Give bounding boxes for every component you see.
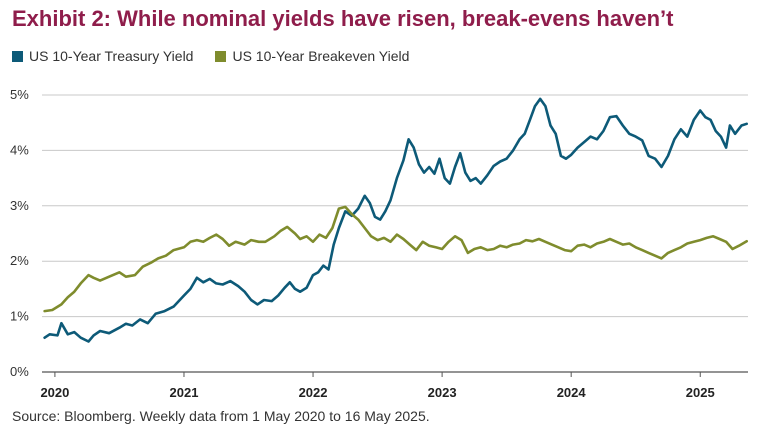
series-line-breakeven (43, 205, 748, 313)
y-tick-label: 4% (10, 142, 29, 157)
legend-swatch-treasury (12, 50, 23, 62)
legend-label-treasury: US 10-Year Treasury Yield (29, 48, 194, 64)
source-note: Source: Bloomberg. Weekly data from 1 Ma… (12, 408, 430, 424)
series-line-treasury (43, 97, 748, 343)
y-tick-label: 0% (10, 364, 29, 379)
x-tick-label: 2022 (299, 385, 328, 400)
line-chart: 0% 1% 2% 3% 4% 5% 2020 2021 2022 2023 2024 2025 (10, 87, 748, 400)
legend-label-breakeven: US 10-Year Breakeven Yield (232, 48, 410, 64)
y-tick-label: 5% (10, 87, 29, 102)
y-tick-label: 1% (10, 309, 29, 324)
x-tick-label: 2023 (428, 385, 457, 400)
chart-title: Exhibit 2: While nominal yields have ris… (12, 6, 674, 31)
x-tick-label: 2020 (40, 385, 69, 400)
y-tick-label: 3% (10, 198, 29, 213)
y-tick-label: 2% (10, 253, 29, 268)
legend: US 10-Year Treasury Yield US 10-Year Bre… (12, 48, 431, 64)
legend-item-treasury: US 10-Year Treasury Yield (12, 48, 193, 64)
x-tick-label: 2024 (557, 385, 587, 400)
legend-swatch-breakeven (215, 50, 227, 62)
x-tick-label: 2025 (686, 385, 715, 400)
x-tick-label: 2021 (170, 385, 199, 400)
legend-item-breakeven: US 10-Year Breakeven Yield (215, 48, 409, 64)
